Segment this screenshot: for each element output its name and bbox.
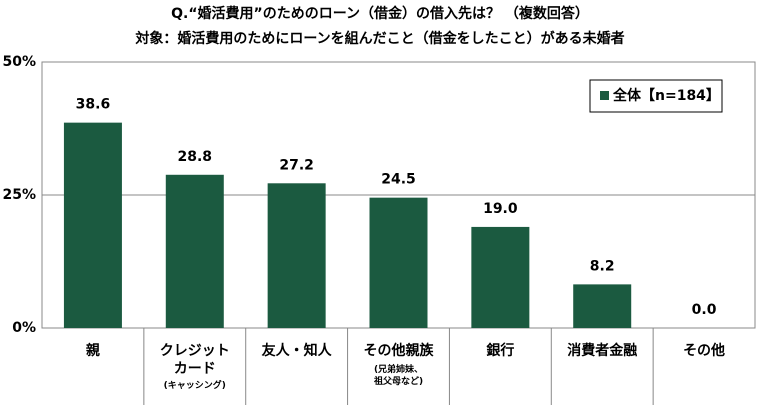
bar [63, 122, 122, 328]
x-tick-label: クレジット カード [159, 343, 230, 377]
bar [573, 284, 632, 328]
y-tick-label: 50% [2, 54, 36, 70]
value-label: 24.5 [381, 172, 416, 188]
y-tick-label: 25% [2, 187, 36, 203]
x-tick-label: 消費者金融 [567, 343, 638, 359]
legend-label: 全体【n=184】 [612, 87, 720, 104]
x-tick-label: 銀行 [486, 343, 515, 359]
y-tick-label: 0% [12, 320, 36, 336]
bar [165, 174, 224, 328]
value-label: 0.0 [692, 302, 717, 318]
x-tick-label: その他親族 [363, 343, 434, 359]
x-tick-label: 親 [85, 343, 100, 359]
legend-box [589, 79, 723, 113]
x-tick-label: その他 [683, 343, 726, 359]
chart-subtitle: 対象：婚活費用のためにローンを組んだこと（借金をしたこと）がある未婚者 [134, 30, 624, 47]
chart-title: Q.“婚活費用”のためのローン（借金）の借入先は？ （複数回答） [171, 5, 589, 22]
category-note: (兄弟姉妹、 祖父母など) [373, 365, 424, 387]
value-label: 8.2 [590, 258, 615, 274]
value-label: 19.0 [483, 201, 518, 217]
bar [369, 197, 428, 328]
legend-swatch [600, 91, 609, 100]
category-note: (キャッシング) [163, 381, 226, 391]
value-label: 28.8 [178, 149, 213, 165]
value-label: 27.2 [279, 157, 314, 173]
x-tick-label: 友人・知人 [261, 343, 332, 359]
value-label: 38.6 [76, 97, 111, 113]
bar [471, 226, 530, 328]
bar [267, 183, 326, 328]
